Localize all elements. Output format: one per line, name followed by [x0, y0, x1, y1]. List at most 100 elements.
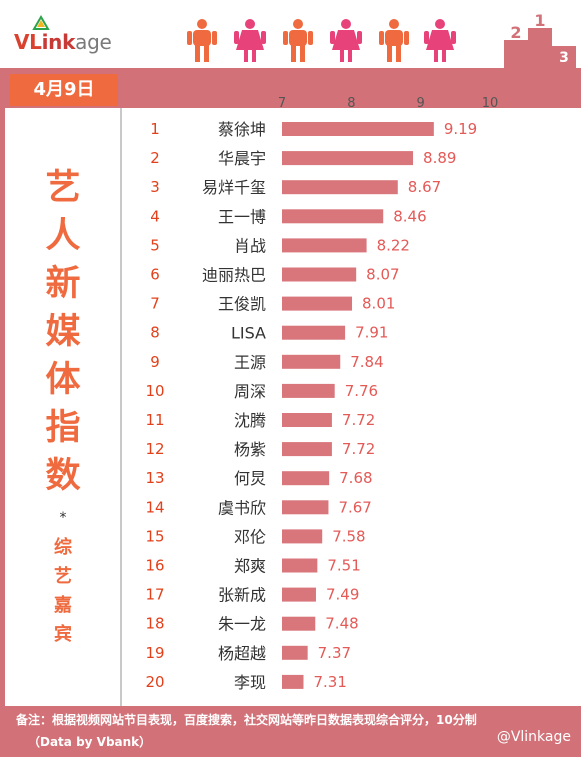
value-label: 7.67 [338, 498, 371, 516]
rank-number: 15 [145, 527, 164, 545]
artist-name: 迪丽热巴 [202, 266, 266, 285]
value-label: 7.31 [313, 673, 346, 691]
sidebar-divider [120, 108, 122, 706]
bar [282, 122, 434, 136]
artist-name: 朱一龙 [218, 615, 266, 634]
rank-number: 12 [145, 440, 164, 458]
bar [282, 616, 316, 631]
title-char: 体 [45, 360, 81, 400]
title-char: 艺 [45, 168, 81, 208]
rank-number: 7 [150, 295, 160, 313]
artist-name: 虞书欣 [218, 498, 266, 517]
logo-mark-icon [32, 15, 50, 30]
value-label: 8.22 [377, 236, 410, 254]
bar [282, 442, 332, 457]
rank-number: 6 [150, 266, 160, 284]
artist-name: LISA [231, 324, 266, 343]
title-char: 媒 [45, 312, 81, 352]
rank-number: 2 [150, 149, 160, 167]
bar [282, 209, 384, 224]
bar [282, 529, 323, 544]
bar [282, 413, 332, 427]
rank-number: 8 [150, 324, 160, 342]
vertical-subtitle: 综 艺 嘉 宾 [48, 533, 78, 649]
title-char: 人 [45, 216, 81, 256]
bar [282, 587, 316, 602]
rank-number: 17 [145, 586, 164, 604]
title-char: 新 [45, 264, 81, 304]
bar [282, 296, 353, 311]
rank-number: 13 [145, 469, 164, 487]
header: VLinkage 1 2 3 [0, 0, 581, 68]
svg-text:3: 3 [559, 50, 569, 66]
vertical-title: 艺 人 新 媒 体 指 数 [38, 164, 88, 500]
x-tick-label: 7 [278, 96, 286, 111]
title-char: 指 [45, 408, 81, 448]
rank-number: 4 [150, 207, 160, 225]
artist-name: 王源 [234, 353, 266, 372]
male-figure-icon [187, 19, 217, 62]
subtitle-char: 嘉 [54, 595, 72, 616]
subtitle-char: 艺 [54, 566, 72, 587]
bar [282, 238, 367, 253]
rank-number: 16 [145, 557, 164, 575]
value-label: 8.46 [393, 207, 426, 225]
vlinkage-logo: VLinkage [14, 30, 112, 54]
bar [282, 151, 414, 166]
value-label: 8.07 [366, 266, 399, 284]
bar [282, 674, 304, 689]
value-label: 7.48 [325, 615, 358, 633]
value-label: 7.76 [345, 382, 378, 400]
artist-name: 蔡徐坤 [218, 120, 266, 139]
artist-name: 杨紫 [234, 440, 266, 459]
value-label: 8.67 [408, 178, 441, 196]
svg-text:2: 2 [510, 23, 521, 42]
female-figure-icon [330, 19, 362, 62]
artist-name: 张新成 [218, 586, 266, 605]
rank-number: 5 [150, 236, 160, 254]
value-label: 7.37 [318, 644, 351, 662]
value-label: 7.51 [327, 557, 360, 575]
rank-number: 1 [150, 120, 160, 138]
artist-name: 易烊千玺 [202, 178, 266, 197]
artist-name: 王一博 [218, 207, 266, 226]
value-label: 7.72 [342, 440, 375, 458]
sidebar-accent-bar [0, 108, 5, 706]
rank-number: 3 [150, 178, 160, 196]
date-badge: 4月9日 [10, 74, 118, 106]
artist-name: 肖战 [234, 236, 266, 255]
x-tick-label: 8 [347, 96, 355, 111]
artist-name: 周深 [234, 382, 266, 401]
value-label: 7.68 [339, 469, 372, 487]
value-label: 8.01 [362, 295, 395, 313]
bar [282, 471, 330, 486]
artist-name: 何炅 [234, 469, 266, 488]
svg-text:1: 1 [534, 11, 545, 30]
podium-icon: 1 2 3 [504, 11, 576, 68]
value-label: 7.72 [342, 411, 375, 429]
male-figure-icon [283, 19, 313, 62]
bar [282, 500, 329, 515]
female-figure-icon [234, 19, 266, 62]
bar [282, 558, 318, 573]
footer-band [0, 706, 581, 757]
asterisk-mark: * [59, 510, 67, 526]
title-char: 数 [45, 456, 81, 496]
bar [282, 354, 341, 369]
bar [282, 645, 308, 660]
artist-name: 华晨宇 [218, 149, 266, 168]
subtitle-char: 综 [54, 537, 72, 558]
bar [282, 180, 398, 195]
value-label: 7.91 [355, 324, 388, 342]
artist-name: 邓伦 [234, 527, 266, 546]
rank-number: 9 [150, 353, 160, 371]
rank-number: 11 [145, 411, 164, 429]
female-figure-icon [424, 19, 456, 62]
value-label: 8.89 [423, 149, 456, 167]
bar [282, 325, 346, 340]
rank-number: 19 [145, 644, 164, 662]
value-label: 7.49 [326, 586, 359, 604]
people-figures-decoration [187, 19, 456, 62]
bar [282, 267, 357, 282]
